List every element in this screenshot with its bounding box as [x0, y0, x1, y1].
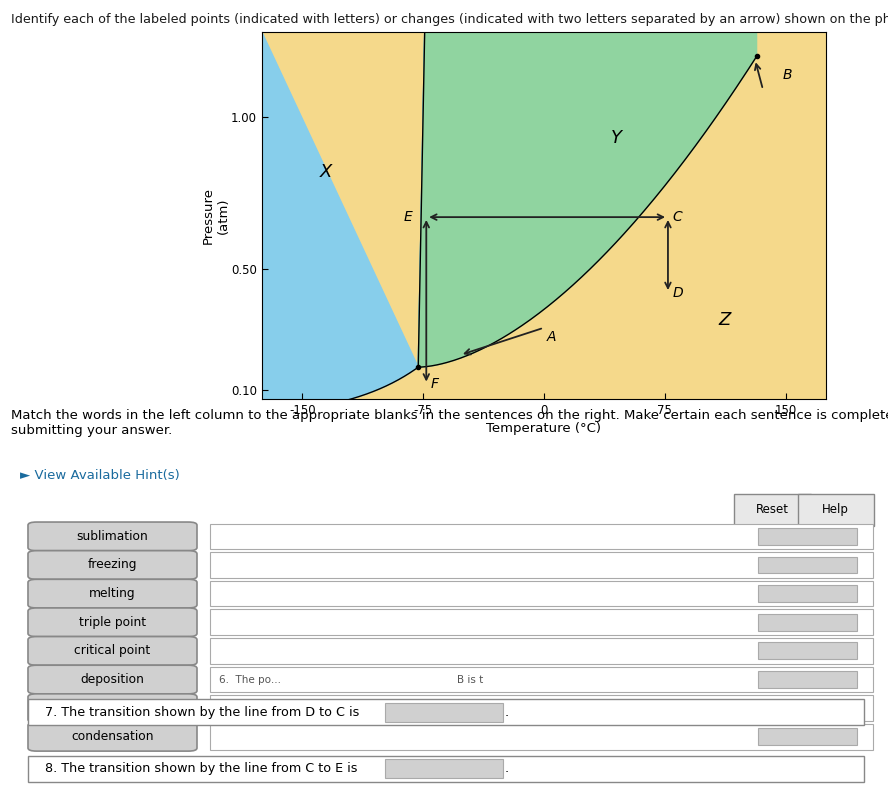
FancyBboxPatch shape — [28, 608, 197, 637]
Text: 7. The transition shown by the line from D to C is: 7. The transition shown by the line from… — [45, 706, 360, 719]
Text: .: . — [504, 706, 509, 719]
Text: critical point: critical point — [75, 644, 151, 658]
FancyBboxPatch shape — [757, 729, 857, 746]
Text: triple point: triple point — [79, 616, 146, 629]
Text: Help: Help — [822, 503, 849, 516]
Text: condensation: condensation — [71, 730, 154, 743]
FancyBboxPatch shape — [757, 671, 857, 688]
Text: B is t: B is t — [457, 675, 483, 684]
Y-axis label: Pressure
(atm): Pressure (atm) — [202, 187, 230, 244]
FancyBboxPatch shape — [210, 696, 873, 721]
FancyBboxPatch shape — [757, 642, 857, 659]
Text: X: X — [321, 163, 333, 181]
Text: boiling: boiling — [92, 702, 133, 715]
FancyBboxPatch shape — [757, 700, 857, 717]
FancyBboxPatch shape — [28, 756, 864, 782]
X-axis label: Temperature (°C): Temperature (°C) — [487, 422, 601, 435]
Text: D: D — [673, 286, 684, 300]
Text: C: C — [673, 210, 683, 224]
Text: F: F — [432, 377, 440, 392]
FancyBboxPatch shape — [28, 550, 197, 580]
Text: Reset: Reset — [756, 503, 789, 516]
Text: Z: Z — [718, 311, 731, 329]
Text: sublimation: sublimation — [76, 530, 148, 543]
FancyBboxPatch shape — [734, 494, 811, 526]
FancyBboxPatch shape — [210, 724, 873, 750]
FancyBboxPatch shape — [28, 580, 197, 608]
FancyBboxPatch shape — [28, 722, 197, 751]
Text: 6.  The po...: 6. The po... — [218, 675, 281, 684]
Text: deposition: deposition — [81, 673, 145, 686]
FancyBboxPatch shape — [210, 667, 873, 692]
FancyBboxPatch shape — [28, 665, 197, 694]
Text: .: . — [504, 762, 509, 775]
FancyBboxPatch shape — [28, 700, 864, 725]
Polygon shape — [262, 32, 424, 414]
FancyBboxPatch shape — [210, 609, 873, 635]
FancyBboxPatch shape — [210, 638, 873, 663]
FancyBboxPatch shape — [210, 581, 873, 606]
FancyBboxPatch shape — [385, 759, 503, 778]
Text: 8. The transition shown by the line from C to E is: 8. The transition shown by the line from… — [45, 762, 358, 775]
FancyBboxPatch shape — [28, 637, 197, 665]
FancyBboxPatch shape — [757, 614, 857, 631]
FancyBboxPatch shape — [28, 694, 197, 722]
FancyBboxPatch shape — [757, 585, 857, 602]
Text: A: A — [547, 330, 557, 344]
Text: E: E — [404, 210, 413, 224]
Text: Y: Y — [611, 129, 622, 147]
Text: Match the words in the left column to the appropriate blanks in the sentences on: Match the words in the left column to th… — [11, 409, 888, 437]
FancyBboxPatch shape — [797, 494, 874, 526]
Polygon shape — [418, 32, 757, 368]
Text: B: B — [782, 68, 792, 81]
FancyBboxPatch shape — [757, 556, 857, 573]
Text: ► View Available Hint(s): ► View Available Hint(s) — [20, 469, 179, 482]
FancyBboxPatch shape — [210, 552, 873, 578]
FancyBboxPatch shape — [28, 522, 197, 550]
FancyBboxPatch shape — [385, 703, 503, 721]
Text: freezing: freezing — [88, 559, 138, 571]
Text: Identify each of the labeled points (indicated with letters) or changes (indicat: Identify each of the labeled points (ind… — [11, 13, 888, 26]
Text: melting: melting — [89, 587, 136, 600]
FancyBboxPatch shape — [757, 528, 857, 545]
FancyBboxPatch shape — [210, 524, 873, 549]
